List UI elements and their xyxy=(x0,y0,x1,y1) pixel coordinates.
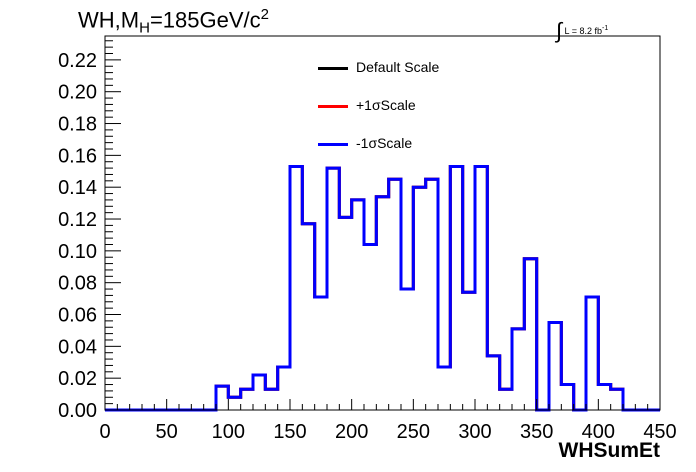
luminosity-label: ∫ L = 8.2 fb-1 xyxy=(556,14,609,43)
x-tick-label: 200 xyxy=(335,421,368,443)
y-tick-label: 0.06 xyxy=(58,305,97,327)
y-tick-label: 0.12 xyxy=(58,209,97,231)
series-0-histogram xyxy=(105,165,660,412)
axis-layer: 0 50 100 150 200 250 300 350 400 450 0.00 0.02 0.04 0… xyxy=(58,40,677,443)
series-2-histogram xyxy=(105,165,660,412)
x-axis-label: WHSumEt xyxy=(558,439,661,462)
y-tick-label: 0.02 xyxy=(58,368,97,390)
x-tick-label: 50 xyxy=(156,421,178,443)
legend-label-plus1sigma: +1σScale xyxy=(356,97,416,113)
y-tick-label: 0.04 xyxy=(58,336,97,358)
x-tick-label: 400 xyxy=(582,421,615,443)
title-subscript: H xyxy=(139,19,150,37)
y-tick-label: 0.10 xyxy=(58,241,97,263)
title-superscript: 2 xyxy=(260,6,269,23)
y-tick-label: 0.14 xyxy=(58,177,97,199)
plot-title: WH,MH=185GeV/c2 xyxy=(78,6,269,37)
y-tick-label: 0.00 xyxy=(58,400,97,422)
legend-swatch-minus1sigma xyxy=(318,143,348,146)
legend-label-default: Default Scale xyxy=(356,59,440,75)
x-tick-label: 100 xyxy=(212,421,245,443)
x-tick-label: 350 xyxy=(520,421,553,443)
legend-swatch-plus1sigma xyxy=(318,105,348,108)
plot-frame xyxy=(104,35,661,411)
histogram-layer xyxy=(105,165,660,412)
title-main: WH,M xyxy=(78,7,140,33)
luminosity-unit-superscript: -1 xyxy=(602,25,609,32)
y-tick-label: 0.18 xyxy=(58,114,97,136)
x-tick-label: 450 xyxy=(643,421,676,443)
y-tick-label: 0.22 xyxy=(58,50,97,72)
y-tick-label: 0.16 xyxy=(58,145,97,167)
x-tick-label: 250 xyxy=(397,421,430,443)
luminosity-text: L = 8.2 fb xyxy=(564,26,602,36)
x-tick-label: 300 xyxy=(458,421,491,443)
y-tick-label: 0.20 xyxy=(58,82,97,104)
legend-swatch-default xyxy=(318,67,348,70)
title-rest: =185GeV/c xyxy=(149,7,261,33)
x-tick-label: 0 xyxy=(99,421,110,443)
series-1-histogram xyxy=(105,165,660,412)
integral-sign: ∫ xyxy=(556,18,563,43)
y-tick-label: 0.08 xyxy=(58,273,97,295)
x-tick-label: 150 xyxy=(273,421,306,443)
legend-label-minus1sigma: -1σScale xyxy=(356,135,413,151)
